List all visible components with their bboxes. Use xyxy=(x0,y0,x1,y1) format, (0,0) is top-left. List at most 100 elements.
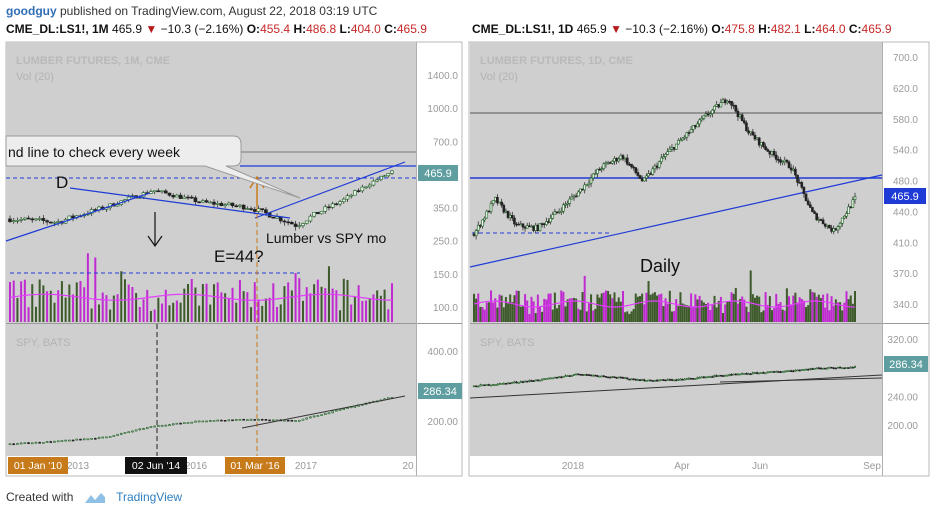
candle xyxy=(802,186,806,195)
candle xyxy=(753,372,757,374)
volume-bar xyxy=(636,296,639,322)
published-text: published on TradingView.com, August 22,… xyxy=(60,4,378,18)
candle xyxy=(839,366,842,369)
volume-bar xyxy=(683,304,686,322)
candle xyxy=(231,419,234,422)
volume-bar xyxy=(566,299,569,322)
candle xyxy=(557,211,561,213)
candle xyxy=(502,383,505,385)
axis-tick-label: 320.00 xyxy=(887,335,918,346)
candle xyxy=(762,142,765,147)
candle xyxy=(675,379,678,382)
volume-bar xyxy=(172,302,175,322)
candle xyxy=(521,223,525,228)
candle xyxy=(798,369,801,372)
candle xyxy=(749,373,752,376)
volume-bar xyxy=(500,295,503,322)
candle xyxy=(717,104,721,108)
volume-bar xyxy=(57,290,60,322)
volume-bar xyxy=(666,303,669,322)
left-spy-pane[interactable] xyxy=(6,324,416,456)
candle xyxy=(613,157,616,162)
candle xyxy=(730,374,733,376)
candle xyxy=(511,382,514,384)
candle xyxy=(487,384,490,386)
candle xyxy=(316,415,320,417)
volume-bar xyxy=(253,282,256,322)
candle xyxy=(804,368,808,371)
candle xyxy=(175,194,179,198)
candle xyxy=(168,424,171,427)
axis-tick-label: 200.00 xyxy=(887,421,918,432)
candle xyxy=(851,199,855,208)
right-symbol[interactable]: CME_DL:LS1!, 1D xyxy=(472,22,574,36)
svg-text:02 Jun '14: 02 Jun '14 xyxy=(132,460,180,472)
volume-bar xyxy=(849,295,852,322)
candle xyxy=(323,206,328,212)
candle xyxy=(493,196,497,201)
right-vol-label: Vol (20) xyxy=(480,71,518,83)
candle xyxy=(545,221,548,226)
candle xyxy=(796,174,799,183)
volume-bar xyxy=(583,275,586,322)
volume-bar xyxy=(809,289,812,322)
volume-bar xyxy=(538,306,541,322)
volume-bar xyxy=(762,310,765,322)
volume-bar xyxy=(819,298,822,322)
candle xyxy=(508,214,512,218)
volume-bar xyxy=(641,293,644,322)
volume-bar xyxy=(157,297,160,322)
right-price-pane[interactable] xyxy=(470,42,882,323)
candle xyxy=(823,223,827,227)
volume-bar xyxy=(483,309,486,322)
author-name[interactable]: goodguy xyxy=(6,4,57,18)
candle xyxy=(587,374,590,376)
candle xyxy=(483,217,486,221)
left-symbol[interactable]: CME_DL:LS1!, 1M xyxy=(6,22,109,36)
tradingview-link[interactable]: TradingView xyxy=(116,490,183,504)
left-rising-line xyxy=(254,161,406,219)
volume-bar xyxy=(485,302,488,322)
candle xyxy=(119,433,123,435)
candle xyxy=(171,195,175,198)
right-spy-pane[interactable] xyxy=(470,324,882,456)
candle xyxy=(327,412,331,415)
candle xyxy=(34,218,38,221)
candle xyxy=(630,163,633,168)
candle xyxy=(186,422,190,424)
candle xyxy=(772,150,776,156)
volume-bar xyxy=(832,305,835,322)
candle xyxy=(212,201,216,205)
candle xyxy=(479,224,482,227)
candle xyxy=(766,371,769,374)
candle xyxy=(481,384,484,387)
candle xyxy=(758,372,761,375)
candle xyxy=(216,419,219,422)
volume-bar xyxy=(770,310,773,322)
right-chart[interactable]: LUMBER FUTURES, 1D, CME Vol (20) 700.0 62… xyxy=(468,41,930,477)
volume-bar xyxy=(728,301,731,322)
volume-bar xyxy=(562,291,565,322)
candle xyxy=(15,220,20,222)
candle xyxy=(683,136,687,139)
candle xyxy=(726,374,729,377)
left-price-pane[interactable] xyxy=(6,42,416,323)
candle xyxy=(581,374,584,376)
left-chart[interactable]: LUMBER FUTURES, 1M, CME Vol (20) 1400.0 1… xyxy=(5,41,463,477)
volume-bar xyxy=(551,309,554,322)
annotation-callout[interactable] xyxy=(5,135,301,199)
axis-tick-label: 250.0 xyxy=(433,237,458,248)
volume-bar xyxy=(68,284,71,322)
candle xyxy=(819,219,823,221)
volume-bar xyxy=(216,282,219,322)
candle xyxy=(828,225,831,229)
candle xyxy=(540,223,544,225)
volume-bar xyxy=(685,305,688,322)
candle xyxy=(11,220,16,223)
candle xyxy=(713,375,716,377)
candle xyxy=(534,379,537,382)
volume-bar xyxy=(38,279,41,322)
volume-bar xyxy=(276,306,279,322)
volume-bar xyxy=(138,306,141,322)
